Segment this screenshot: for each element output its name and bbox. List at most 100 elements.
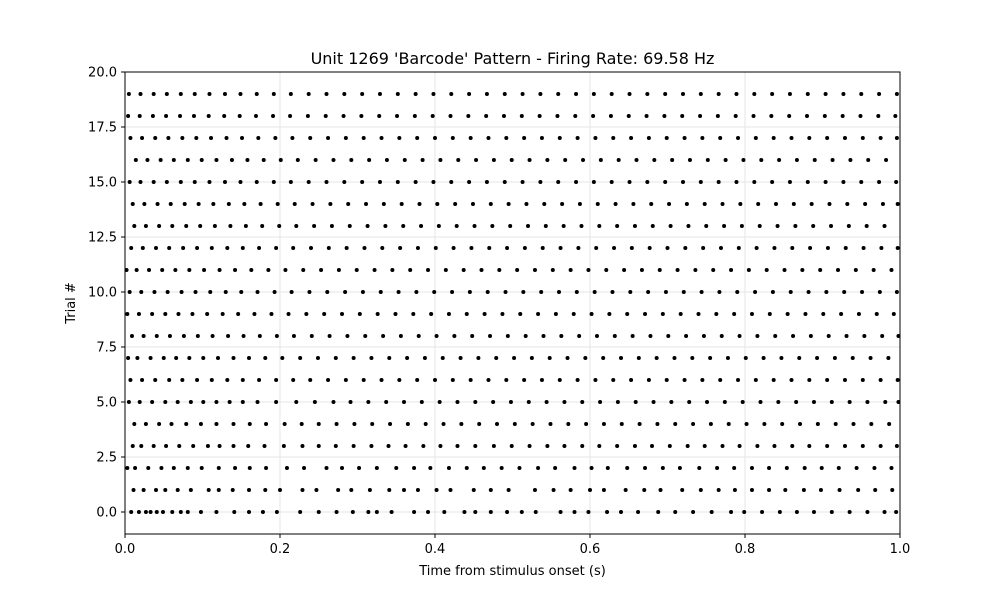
spike-marker bbox=[247, 356, 251, 360]
spike-marker bbox=[226, 334, 231, 338]
spike-marker bbox=[522, 378, 527, 382]
spike-marker bbox=[448, 488, 453, 492]
spike-marker bbox=[533, 510, 538, 514]
spike-marker bbox=[415, 246, 420, 250]
spike-marker bbox=[726, 422, 731, 426]
spike-marker bbox=[153, 136, 158, 140]
spike-marker bbox=[771, 136, 776, 140]
spike-marker bbox=[553, 312, 558, 316]
spike-marker bbox=[336, 268, 341, 272]
spike-marker bbox=[682, 378, 687, 382]
spike-marker bbox=[716, 92, 721, 96]
spike-marker bbox=[304, 312, 309, 316]
spike-marker bbox=[605, 510, 610, 514]
spike-marker bbox=[547, 356, 552, 360]
spike-marker bbox=[467, 180, 472, 184]
spike-marker bbox=[395, 180, 400, 184]
spike-marker bbox=[896, 334, 901, 338]
spike-marker bbox=[150, 400, 155, 404]
spike-marker bbox=[806, 290, 811, 294]
spike-marker bbox=[326, 136, 331, 140]
spike-marker bbox=[586, 510, 591, 514]
spike-marker bbox=[415, 378, 420, 382]
spike-marker bbox=[794, 400, 799, 404]
spike-marker bbox=[705, 400, 710, 404]
spike-marker bbox=[130, 202, 135, 206]
spike-marker bbox=[860, 378, 865, 382]
spike-marker bbox=[185, 466, 190, 470]
spike-marker bbox=[269, 312, 274, 316]
spike-marker bbox=[702, 444, 707, 448]
spike-marker bbox=[148, 510, 153, 514]
spike-marker bbox=[631, 202, 636, 206]
spike-marker bbox=[594, 246, 599, 250]
spike-marker bbox=[508, 224, 513, 228]
spike-marker bbox=[202, 268, 207, 272]
spike-marker bbox=[583, 356, 588, 360]
spike-marker bbox=[873, 488, 878, 492]
spike-marker bbox=[767, 466, 772, 470]
spike-marker bbox=[545, 444, 550, 448]
y-tick-label: 0.0 bbox=[96, 506, 117, 521]
spike-marker bbox=[352, 422, 357, 426]
spike-marker bbox=[646, 378, 651, 382]
spike-marker bbox=[522, 136, 527, 140]
spike-marker bbox=[171, 466, 176, 470]
spike-marker bbox=[283, 268, 288, 272]
y-tick-label: 7.5 bbox=[96, 341, 117, 356]
spike-marker bbox=[291, 246, 296, 250]
spike-marker bbox=[800, 268, 805, 272]
spike-marker bbox=[154, 246, 158, 250]
spike-marker bbox=[537, 114, 542, 118]
spike-marker bbox=[240, 246, 245, 250]
spike-marker bbox=[210, 334, 215, 338]
spike-marker bbox=[222, 92, 227, 96]
spike-marker bbox=[532, 488, 537, 492]
spike-marker bbox=[255, 290, 260, 294]
spike-marker bbox=[415, 488, 420, 492]
spike-marker bbox=[827, 202, 832, 206]
spike-marker bbox=[264, 422, 269, 426]
spike-marker bbox=[388, 422, 393, 426]
spike-marker bbox=[607, 312, 612, 316]
spike-marker bbox=[751, 114, 756, 118]
spike-marker bbox=[788, 290, 793, 294]
spike-marker bbox=[756, 202, 761, 206]
spike-marker bbox=[167, 334, 172, 338]
spike-marker bbox=[680, 488, 685, 492]
spike-marker bbox=[698, 180, 703, 184]
spike-marker bbox=[650, 444, 654, 448]
spike-marker bbox=[247, 510, 251, 514]
spike-marker bbox=[663, 290, 668, 294]
spike-marker bbox=[746, 268, 751, 272]
spike-marker bbox=[732, 466, 737, 470]
spike-marker bbox=[681, 290, 686, 294]
spike-marker bbox=[651, 400, 656, 404]
spike-marker bbox=[818, 268, 823, 272]
spike-marker bbox=[327, 334, 332, 338]
spike-marker bbox=[345, 334, 350, 338]
spike-marker bbox=[232, 510, 237, 514]
spike-marker bbox=[823, 180, 828, 184]
spike-marker bbox=[127, 180, 132, 184]
spike-marker bbox=[787, 114, 792, 118]
spike-marker bbox=[877, 290, 882, 294]
spike-marker bbox=[431, 180, 436, 184]
spike-marker bbox=[191, 444, 196, 448]
x-axis-ticks: 0.0 0.2 0.4 0.6 0.8 1.0 bbox=[115, 534, 910, 557]
spike-marker bbox=[770, 92, 775, 96]
spike-marker bbox=[536, 312, 541, 316]
spike-marker bbox=[882, 224, 887, 228]
spike-marker bbox=[729, 510, 734, 514]
spike-marker bbox=[137, 400, 142, 404]
spike-marker bbox=[825, 246, 830, 250]
spike-marker bbox=[797, 356, 802, 360]
spike-marker bbox=[126, 92, 131, 96]
spike-marker bbox=[700, 378, 705, 382]
spike-marker bbox=[639, 268, 644, 272]
spike-marker bbox=[574, 290, 579, 294]
spike-marker bbox=[687, 158, 692, 162]
spike-marker bbox=[658, 488, 663, 492]
